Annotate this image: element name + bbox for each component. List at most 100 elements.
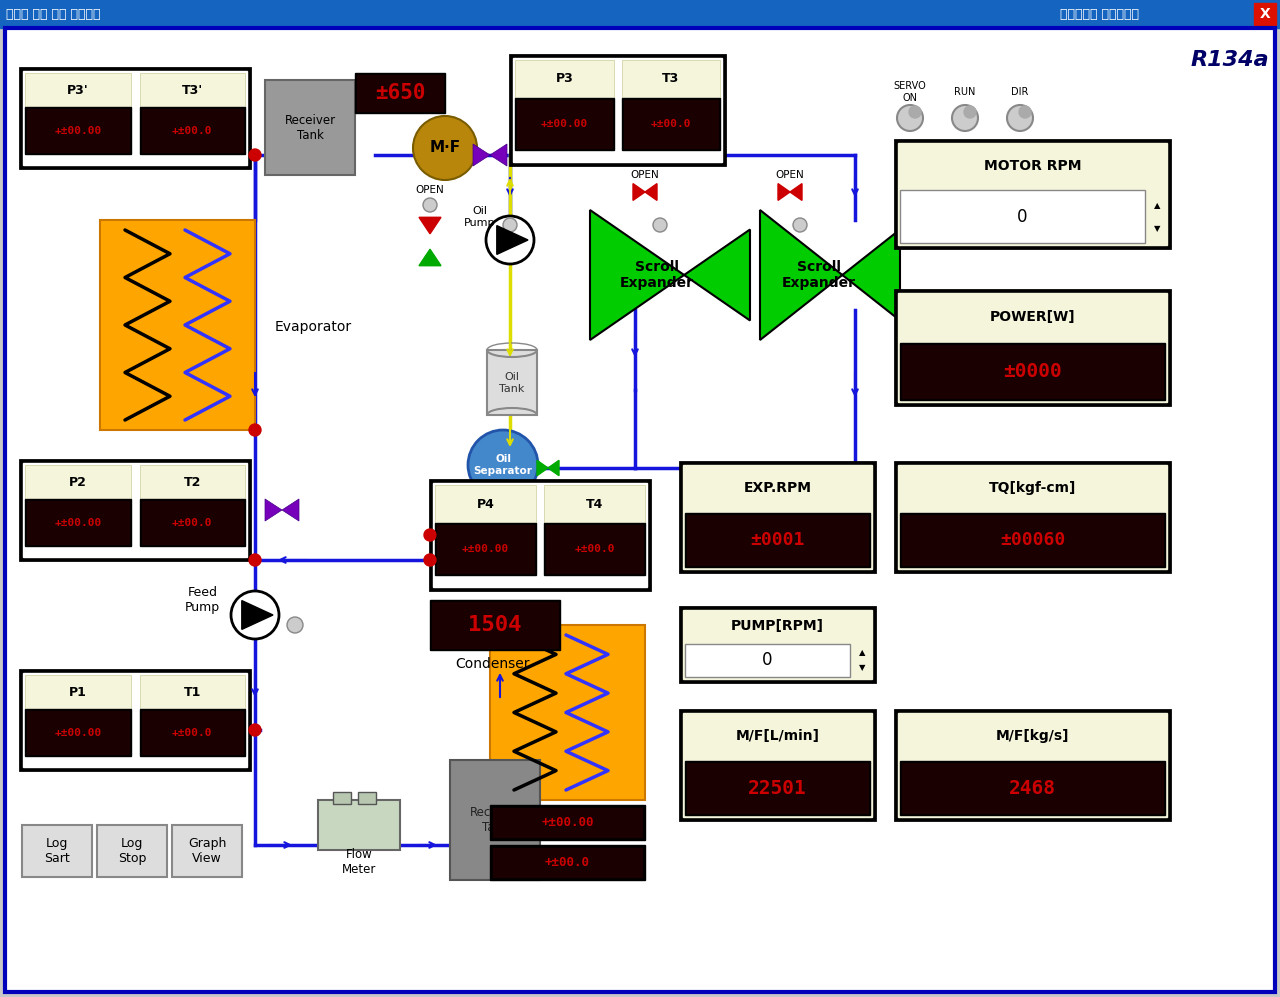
Text: +±00.0: +±00.0: [172, 517, 212, 527]
Bar: [26, 709, 131, 756]
Bar: [140, 108, 244, 154]
Text: Graph
View: Graph View: [188, 837, 227, 865]
Bar: [544, 523, 645, 575]
Bar: [680, 710, 876, 820]
Circle shape: [964, 106, 977, 118]
Polygon shape: [282, 498, 300, 521]
Bar: [27, 110, 129, 152]
Bar: [509, 55, 724, 165]
Text: ±00060: ±00060: [1000, 531, 1065, 549]
Polygon shape: [538, 461, 548, 476]
Bar: [20, 68, 250, 168]
Text: POWER[W]: POWER[W]: [989, 310, 1075, 324]
Bar: [684, 713, 872, 817]
Bar: [684, 610, 872, 679]
Text: +±00.00: +±00.00: [541, 119, 588, 129]
Bar: [687, 515, 868, 565]
Text: T1: T1: [183, 686, 201, 699]
Text: Oil
Separator: Oil Separator: [474, 455, 532, 476]
Text: EXP.RPM: EXP.RPM: [744, 482, 812, 496]
Text: +±00.0: +±00.0: [172, 728, 212, 738]
Text: 2468: 2468: [1009, 779, 1056, 798]
Circle shape: [250, 554, 261, 566]
Circle shape: [250, 424, 261, 436]
Text: P4: P4: [476, 498, 494, 510]
Bar: [333, 792, 351, 804]
Text: Receiver
Tank: Receiver Tank: [470, 806, 521, 834]
Polygon shape: [790, 183, 803, 200]
Text: +±00.0: +±00.0: [575, 544, 614, 554]
Circle shape: [486, 216, 534, 264]
Text: Log
Sart: Log Sart: [44, 837, 70, 865]
Text: +±00.00: +±00.00: [54, 517, 101, 527]
Bar: [435, 485, 536, 523]
Bar: [23, 673, 247, 767]
Bar: [23, 71, 247, 165]
Polygon shape: [419, 217, 442, 234]
Polygon shape: [634, 183, 645, 200]
Bar: [902, 763, 1164, 813]
Text: Flow
Meter: Flow Meter: [342, 848, 376, 876]
Bar: [900, 343, 1165, 400]
Bar: [172, 825, 242, 877]
Bar: [493, 848, 643, 877]
Text: 인천대학교 기계공학과: 인천대학교 기계공학과: [1060, 8, 1139, 21]
Text: ▼: ▼: [859, 663, 865, 672]
Bar: [436, 525, 534, 573]
Text: M/F[L/min]: M/F[L/min]: [736, 729, 819, 743]
Bar: [900, 190, 1146, 243]
Bar: [100, 220, 255, 430]
Bar: [358, 792, 376, 804]
Bar: [430, 600, 561, 650]
Text: 팽창기 감미 성능 시험장치: 팽창기 감미 성능 시험장치: [6, 8, 101, 21]
Text: M·F: M·F: [429, 141, 461, 156]
Bar: [430, 480, 650, 590]
Bar: [622, 98, 719, 150]
Bar: [97, 825, 166, 877]
Bar: [23, 463, 247, 557]
Bar: [685, 643, 850, 677]
Polygon shape: [760, 210, 900, 340]
Circle shape: [250, 149, 261, 161]
Bar: [26, 675, 131, 709]
Circle shape: [909, 106, 922, 118]
Bar: [490, 845, 645, 880]
Text: Oil
Pump: Oil Pump: [465, 206, 495, 227]
Bar: [265, 80, 355, 175]
Text: TQ[kgf-cm]: TQ[kgf-cm]: [989, 482, 1076, 496]
Bar: [142, 501, 243, 544]
Circle shape: [952, 105, 978, 131]
Bar: [895, 462, 1170, 572]
Bar: [899, 713, 1167, 817]
Circle shape: [794, 218, 806, 232]
Text: Feed
Pump: Feed Pump: [184, 586, 220, 614]
Text: ▲: ▲: [859, 648, 865, 657]
Bar: [513, 58, 722, 162]
Bar: [490, 625, 645, 800]
Bar: [902, 515, 1164, 565]
Bar: [490, 805, 645, 840]
Bar: [684, 465, 872, 569]
Circle shape: [413, 116, 477, 180]
Text: M/F[kg/s]: M/F[kg/s]: [996, 729, 1069, 743]
Polygon shape: [490, 144, 507, 166]
Bar: [140, 465, 244, 499]
Text: T4: T4: [586, 498, 603, 510]
Text: P1: P1: [69, 686, 87, 699]
Bar: [895, 290, 1170, 405]
Circle shape: [424, 554, 436, 566]
Text: ▼: ▼: [1153, 223, 1160, 232]
Bar: [26, 108, 131, 154]
Bar: [142, 711, 243, 754]
Text: 22501: 22501: [748, 779, 806, 798]
Polygon shape: [645, 183, 657, 200]
Bar: [140, 709, 244, 756]
Bar: [623, 100, 718, 148]
Bar: [899, 465, 1167, 569]
Text: Oil
Tank: Oil Tank: [499, 372, 525, 394]
Text: OPEN: OPEN: [776, 170, 804, 180]
Polygon shape: [419, 249, 442, 265]
Text: RUN: RUN: [955, 87, 975, 97]
Circle shape: [250, 724, 261, 736]
Text: P2: P2: [69, 476, 87, 489]
